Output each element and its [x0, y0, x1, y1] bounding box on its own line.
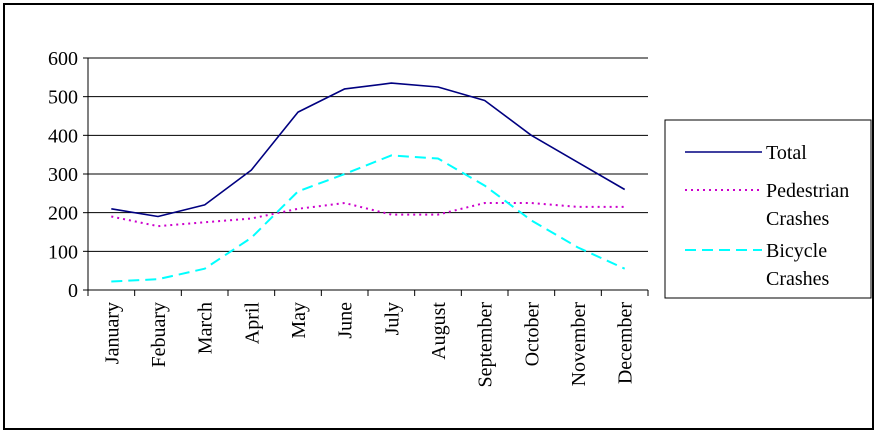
- gridlines: [88, 57, 648, 252]
- series-lines: [111, 82, 626, 283]
- y-tick-label: 0: [68, 280, 78, 302]
- series-line: [111, 202, 625, 228]
- x-tick-label: March: [195, 302, 217, 354]
- y-tick-label: 600: [48, 48, 78, 70]
- legend-box: [664, 119, 872, 299]
- y-tick-label: 300: [48, 164, 78, 186]
- x-tick-label: November: [568, 302, 590, 387]
- series-line: [111, 82, 626, 218]
- x-tick-label: September: [475, 302, 497, 388]
- legend-label: Bicycle: [766, 240, 827, 262]
- y-tick-label: 200: [48, 203, 78, 225]
- y-tick-label: 400: [48, 125, 78, 147]
- x-tick-label: August: [428, 302, 450, 360]
- x-tick-label: Febuary: [148, 302, 170, 368]
- x-tick-label: April: [241, 302, 263, 345]
- x-tick-label: June: [335, 302, 357, 339]
- legend: Total Pedestrian Crashes Bicycle Crashes: [664, 119, 872, 299]
- x-tick-label: January: [101, 302, 123, 364]
- y-tick-label: 100: [48, 241, 78, 263]
- legend-label: Crashes: [766, 208, 830, 230]
- x-tick-label: May: [288, 302, 310, 339]
- y-axis-ticks: 0 100 200 300 400 500 600: [48, 48, 88, 302]
- legend-label: Pedestrian: [766, 180, 849, 202]
- x-tick-label: October: [521, 302, 543, 367]
- legend-label: Total: [766, 142, 807, 164]
- x-tick-label: July: [381, 302, 403, 335]
- legend-label: Crashes: [766, 268, 830, 290]
- x-tick-label: December: [615, 302, 637, 385]
- x-axis-ticks: January Febuary March April May June July Augus…: [87, 290, 649, 388]
- y-tick-label: 500: [48, 87, 78, 109]
- series-line: [111, 154, 626, 283]
